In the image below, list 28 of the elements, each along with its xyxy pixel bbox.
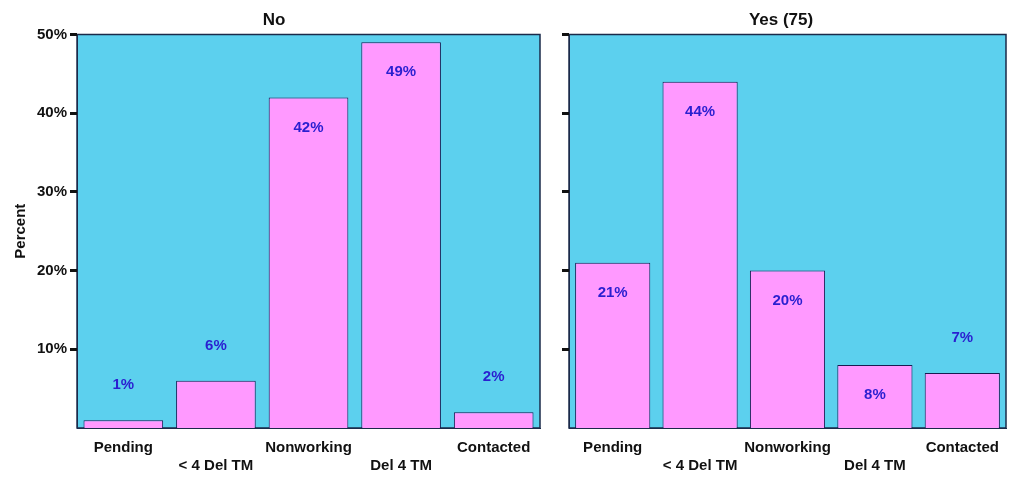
x-tick-label: Nonworking xyxy=(744,438,831,456)
chart-title: Yes (75) xyxy=(748,9,814,29)
data-label: 8% xyxy=(864,385,886,403)
data-label: 49% xyxy=(386,62,417,80)
y-axis-title: Percent xyxy=(11,203,29,259)
x-tick-label: Pending xyxy=(93,438,153,456)
y-tick-label: 30% xyxy=(36,181,68,199)
y-tick-label: 40% xyxy=(36,103,68,121)
data-label: 6% xyxy=(205,335,227,353)
x-tick-label: Nonworking xyxy=(265,438,352,456)
data-label: 2% xyxy=(482,367,505,385)
data-label: 7% xyxy=(951,328,974,346)
x-tick-label: < 4 Del TM xyxy=(178,456,254,474)
x-tick-label: < 4 Del TM xyxy=(662,456,738,474)
x-tick-label: Pending xyxy=(583,438,643,456)
data-label: 20% xyxy=(772,290,803,308)
x-tick-label: Del 4 TM xyxy=(844,456,906,474)
x-tick-label: Contacted xyxy=(457,438,531,456)
data-label: 21% xyxy=(597,282,628,300)
y-tick-label: 50% xyxy=(36,24,68,42)
data-label: 42% xyxy=(293,117,324,135)
y-tick-label: 10% xyxy=(36,339,68,357)
y-tick-label: 20% xyxy=(36,260,68,278)
x-tick-label: Del 4 TM xyxy=(370,456,432,474)
data-label: 1% xyxy=(112,375,135,393)
x-tick-label: Contacted xyxy=(925,438,999,456)
data-label: 44% xyxy=(685,101,716,119)
chart-title: No xyxy=(262,9,286,29)
